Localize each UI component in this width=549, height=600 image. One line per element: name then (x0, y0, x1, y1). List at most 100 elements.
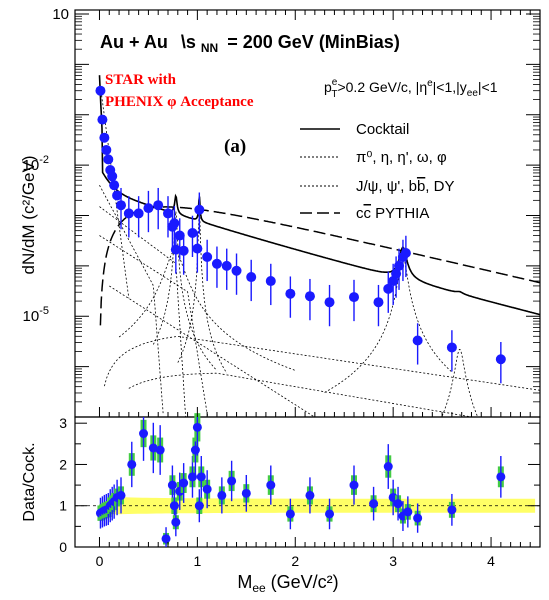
data-point (211, 258, 222, 269)
data-point (170, 244, 181, 255)
kinematic-cuts: pe T>0.2 GeV/c, |ηe|<1,|yee|<1 (324, 77, 498, 100)
legend-cbar: c (364, 205, 372, 222)
data-point (202, 251, 213, 262)
data-point (143, 203, 154, 214)
data-point (99, 132, 110, 143)
data-point (246, 272, 257, 283)
ratio-point (171, 517, 181, 527)
ratio-point (161, 534, 171, 544)
title-nn-sub: NN (201, 41, 218, 55)
bottom-y-tick-label: 0 (59, 539, 67, 555)
axes-ticks: 0 1 2 3 4 10 10-2 10-5 0 1 2 3 (23, 6, 540, 569)
legend-bbar: b (417, 178, 425, 195)
ratio-point (217, 490, 227, 500)
ratio-point (369, 499, 379, 509)
bottom-y-axis-label: Data/Cock. (21, 442, 38, 521)
drell-yan-curve (128, 372, 540, 418)
data-point (178, 245, 189, 256)
chart-title: Au + Au \s NN = 200 GeV (MinBias) (100, 32, 400, 56)
ratio-point (325, 509, 335, 519)
data-point (107, 171, 118, 182)
ratio-point (116, 490, 126, 500)
x-tick-label: 2 (291, 553, 299, 569)
ratio-point (403, 507, 413, 517)
eta-dalitz-curve (99, 185, 164, 414)
x-tick-label: 1 (193, 553, 201, 569)
data-point (349, 292, 359, 303)
ratio-point (202, 484, 212, 494)
data-point (383, 283, 394, 294)
star-annotation-line2: PHENIX φ Acceptance (105, 94, 254, 110)
data-point (133, 208, 144, 219)
top-y-tick-label: 10-2 (23, 154, 49, 174)
title-energy: = 200 GeV (MinBias) (227, 32, 400, 52)
data-points (95, 85, 506, 384)
data-point (97, 114, 108, 125)
ratio-point (190, 445, 200, 455)
ratio-point (393, 499, 403, 509)
data-point (194, 204, 205, 215)
omega-peak-curve (152, 211, 218, 371)
bbbar-curve (104, 336, 541, 391)
cocktail-total-curve (98, 75, 541, 316)
title-system: Au + Au (100, 32, 168, 52)
data-point (304, 291, 315, 302)
ratio-point (285, 509, 295, 519)
data-point (169, 218, 180, 229)
ratio-point (139, 429, 149, 439)
data-point (324, 297, 335, 308)
cocktail-curves (98, 75, 541, 418)
data-point (123, 208, 134, 219)
ratio-point (179, 478, 189, 488)
top-y-axis-label: dN/dM (c²/GeV) (19, 155, 38, 274)
data-point (373, 297, 384, 308)
star-annotation-line1: STAR with (105, 72, 177, 88)
etaprime-dalitz-curve (99, 235, 217, 418)
psiprime-curve (402, 348, 511, 418)
charm-pythia-curve (99, 206, 541, 326)
bottom-y-tick-label: 1 (59, 498, 67, 514)
data-point (112, 190, 123, 201)
omega-dalitz-curve (99, 206, 193, 418)
ratio-point (127, 459, 137, 469)
panel-label: (a) (224, 136, 246, 157)
ratio-point (167, 480, 177, 490)
ratio-point (413, 513, 423, 523)
x-axis-label: Mee (GeV/c²) (237, 572, 338, 595)
legend-label-heavy: J/ψ, ψ', bb, DY (356, 178, 454, 195)
data-point (116, 200, 127, 211)
legend: Cocktail π⁰, η, η', ω, φ J/ψ, ψ', bb, DY… (300, 121, 454, 222)
legend-label-charm: cc PYTHIA (356, 205, 429, 222)
ratio-point (383, 462, 393, 472)
data-point (231, 265, 242, 276)
data-point (163, 208, 173, 219)
phi-peak-curve (177, 205, 228, 374)
data-point (285, 288, 296, 299)
x-tick-label: 0 (96, 553, 104, 569)
ratio-point (194, 501, 204, 511)
data-point (412, 335, 423, 346)
bottom-panel-frame (74, 416, 541, 548)
data-point (103, 154, 114, 165)
x-tick-label: 3 (389, 553, 397, 569)
data-point (495, 354, 506, 365)
ratio-point (266, 480, 276, 490)
bottom-y-tick-label: 3 (59, 415, 67, 431)
rho-curve (118, 250, 296, 371)
data-point (221, 260, 232, 271)
ratio-point (349, 480, 359, 490)
title-sqrt: \s (181, 32, 196, 52)
legend-label-light: π⁰, η, η', ω, φ (356, 149, 447, 166)
ratio-point (305, 490, 315, 500)
legend-label-cocktail: Cocktail (356, 121, 409, 138)
ratio-point (227, 476, 237, 486)
data-point (187, 227, 198, 238)
data-point (174, 230, 185, 241)
data-point (394, 260, 405, 271)
jpsi-curve (324, 254, 453, 393)
ratio-point (447, 505, 457, 515)
ratio-uncertainty-band (75, 497, 540, 515)
ratio-point (169, 501, 179, 511)
data-point (446, 342, 457, 353)
